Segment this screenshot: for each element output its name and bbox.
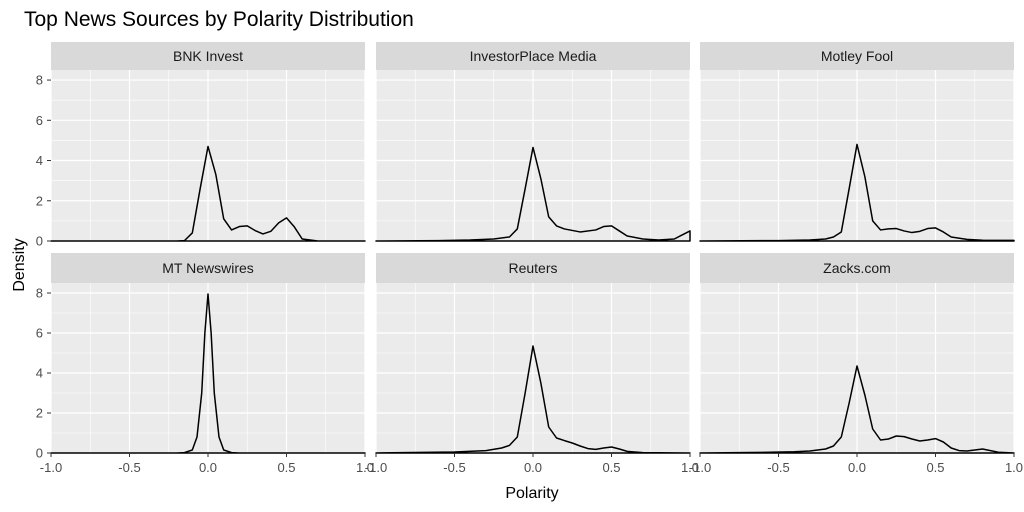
y-tick-label: 2 — [36, 193, 43, 208]
x-tick-label: 1.0 — [356, 460, 374, 475]
x-tick-label: 1.0 — [681, 460, 699, 475]
y-tick-label: 0 — [36, 446, 43, 461]
x-tick-label: 0.0 — [524, 460, 542, 475]
y-tick-label: 8 — [36, 73, 43, 88]
facet-strip — [376, 253, 690, 283]
facet-panel: Motley Fool — [699, 42, 1015, 242]
facet-panel: BNK Invest 0 2 4 6 8 — [36, 42, 366, 249]
x-tick-label: 0.0 — [848, 460, 866, 475]
density-curve — [375, 146, 691, 242]
x-axis-title: Polarity — [505, 485, 558, 502]
y-tick-label: 6 — [36, 326, 43, 341]
x-tick-label: -0.5 — [443, 460, 465, 475]
chart-title: Top News Sources by Polarity Distributio… — [24, 8, 414, 31]
facet-label: MT Newswires — [162, 260, 254, 276]
facet-strip — [51, 42, 365, 70]
y-tick-label: 4 — [36, 366, 43, 381]
x-tick-label: -1.0 — [40, 460, 62, 475]
facet-label: Reuters — [508, 260, 557, 276]
facet-panel: Reuters -1.0 -0.5 0.0 0.5 1.0 — [365, 253, 699, 475]
x-tick-label: -0.5 — [767, 460, 789, 475]
facet-label: BNK Invest — [173, 48, 243, 64]
y-tick-label: 8 — [36, 286, 43, 301]
facet-strip — [376, 42, 690, 70]
facet-panel: MT Newswires 0 2 4 6 8 -1.0 -0.5 0.0 0.5 1.0 — [36, 253, 374, 475]
facet-strip — [700, 253, 1014, 283]
y-tick-label: 6 — [36, 113, 43, 128]
facet-strip — [700, 42, 1014, 70]
x-tick-label: 0.5 — [277, 460, 295, 475]
x-tick-label: -0.5 — [118, 460, 140, 475]
y-tick-label: 2 — [36, 406, 43, 421]
facet-panel: InvestorPlace Media — [375, 42, 691, 242]
facet-label: Motley Fool — [821, 48, 893, 64]
y-axis-title: Density — [11, 238, 28, 291]
x-tick-label: -1.0 — [365, 460, 387, 475]
density-curve — [375, 345, 691, 454]
x-tick-label: 1.0 — [1005, 460, 1023, 475]
y-tick-label: 0 — [36, 234, 43, 249]
density-curve — [50, 293, 366, 454]
x-tick-label: 0.5 — [602, 460, 620, 475]
facet-strip — [51, 253, 365, 283]
x-tick-label: 0.0 — [199, 460, 217, 475]
facet-panels: BNK Invest 0 2 4 6 8 InvestorPlace Media Motley… — [36, 42, 1023, 475]
density-curve — [699, 365, 1015, 454]
x-tick-label: -1.0 — [689, 460, 711, 475]
facet-label: InvestorPlace Media — [470, 48, 597, 64]
y-tick-label: 4 — [36, 153, 43, 168]
facet-label: Zacks.com — [823, 260, 891, 276]
facet-panel: Zacks.com -1.0 -0.5 0.0 0.5 1.0 — [689, 253, 1023, 475]
density-curve — [50, 145, 366, 242]
density-curve — [699, 143, 1015, 242]
x-tick-label: 0.5 — [926, 460, 944, 475]
